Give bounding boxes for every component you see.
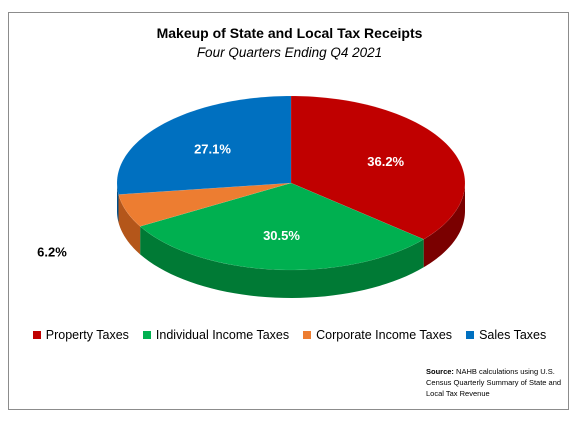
legend-label-corporate-income: Corporate Income Taxes	[316, 328, 453, 342]
chart-subtitle: Four Quarters Ending Q4 2021	[196, 45, 383, 60]
source-label: Source:	[426, 367, 454, 376]
source-note: Source: NAHB calculations using U.S. Cen…	[426, 366, 566, 399]
pie-slice-corporate-income-taxes	[118, 182, 292, 227]
legend-label-property: Property Taxes	[45, 328, 129, 342]
pie-side-corporate-income-taxes	[118, 194, 141, 255]
pie-side-individual-income-taxes	[140, 226, 424, 298]
legend-swatch-individual-income	[142, 331, 151, 339]
legend-swatch-corporate-income	[303, 331, 312, 339]
legend-item-corporate-income: Corporate Income Taxes	[303, 328, 452, 342]
legend-swatch-sales	[466, 331, 475, 339]
legend-swatch-property	[32, 331, 41, 339]
data-label-sales-taxes: 27.1%	[194, 142, 231, 157]
chart-title: Makeup of State and Local Tax Receipts	[156, 25, 423, 41]
legend-item-sales: Sales Taxes	[466, 328, 546, 342]
legend-label-sales: Sales Taxes	[479, 328, 547, 342]
pie-slice-sales-taxes	[116, 95, 292, 195]
legend-label-individual-income: Individual Income Taxes	[155, 328, 290, 342]
data-label-property-taxes: 36.2%	[367, 154, 404, 169]
pie-slice-individual-income-taxes	[139, 182, 425, 271]
pie-slice-property-taxes	[290, 95, 466, 240]
source-text: NAHB calculations using U.S. Census Quar…	[426, 367, 562, 398]
data-label-individual-income-taxes: 30.5%	[263, 228, 300, 243]
legend: Property Taxes Individual Income Taxes C…	[0, 328, 579, 342]
pie-side-property-taxes	[423, 183, 465, 268]
data-label-corporate-income-taxes: 6.2%	[37, 245, 67, 260]
legend-item-property: Property Taxes	[32, 328, 129, 342]
pie-side-sales-taxes	[117, 183, 119, 223]
legend-item-individual-income: Individual Income Taxes	[142, 328, 290, 342]
